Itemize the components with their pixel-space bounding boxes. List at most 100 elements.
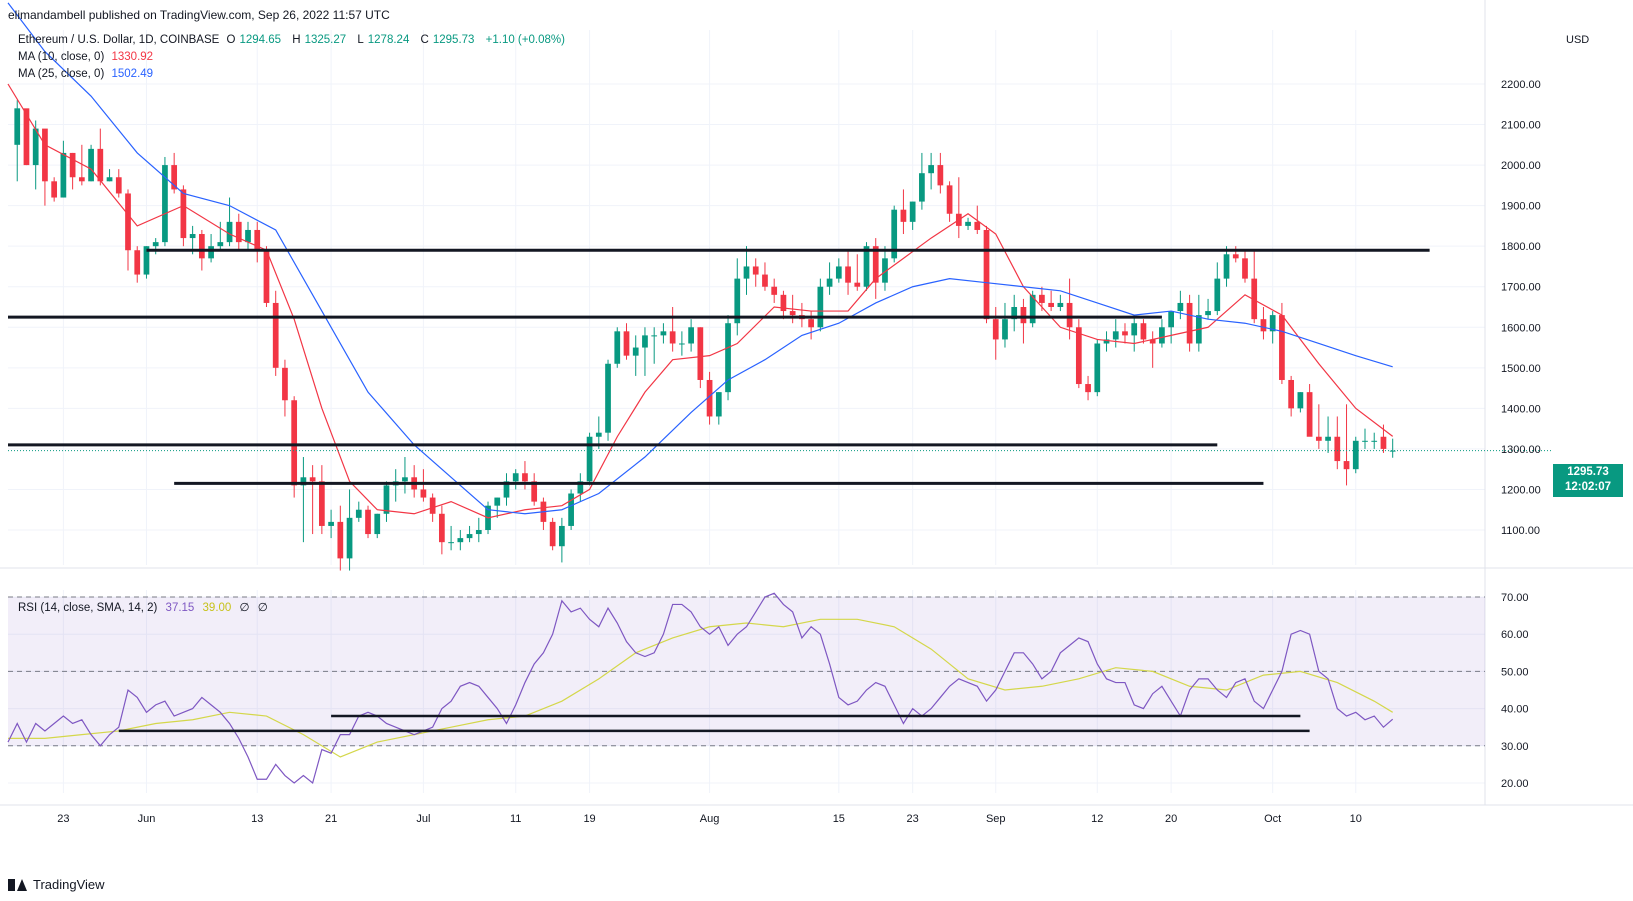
candle-body	[42, 128, 48, 182]
candle-body	[14, 108, 21, 145]
candle-body	[217, 242, 224, 247]
candle	[614, 327, 621, 368]
candle-body	[706, 379, 713, 417]
candle	[355, 501, 362, 522]
candle-body	[1039, 294, 1045, 303]
candle-body	[1334, 436, 1341, 462]
candle	[540, 497, 547, 530]
candle-body	[448, 542, 454, 544]
time-axis-label: Aug	[700, 813, 720, 825]
candle	[559, 517, 565, 563]
candle-body	[1020, 307, 1027, 324]
change-value: +1.10 (+0.08%)	[485, 34, 565, 46]
candle-body	[808, 319, 814, 328]
candle	[466, 525, 473, 543]
open-label: O	[226, 34, 236, 46]
candle-body	[586, 436, 593, 482]
candle-body	[651, 335, 658, 337]
candle	[688, 319, 694, 352]
candle	[642, 327, 648, 376]
rsi-axis-label: 70.00	[1501, 592, 1529, 604]
high-value: 1325.27	[304, 34, 347, 46]
candle-body	[1122, 331, 1128, 336]
price-axis-label: 1300.00	[1501, 444, 1541, 456]
candle	[1159, 319, 1165, 348]
candle	[771, 278, 778, 303]
candle-body	[780, 294, 787, 312]
candle	[88, 144, 94, 182]
candle	[235, 213, 242, 251]
candle	[900, 189, 907, 235]
ma10-value: 1330.92	[111, 51, 154, 63]
candle	[835, 258, 842, 283]
candle-body	[494, 497, 501, 506]
candle-body	[1002, 319, 1008, 340]
candle-body	[1140, 323, 1147, 340]
candle	[1325, 416, 1331, 453]
candle-body	[891, 209, 898, 259]
candle-body	[51, 181, 58, 198]
price-axis-label: 2100.00	[1501, 120, 1541, 132]
candle	[605, 359, 611, 441]
price-axis-label: 1400.00	[1501, 403, 1541, 415]
candle	[1260, 307, 1267, 340]
candle-body	[346, 517, 353, 559]
rsi-axis-label: 20.00	[1501, 778, 1529, 790]
candle	[965, 217, 971, 230]
candle	[503, 473, 510, 506]
candle-body	[383, 485, 390, 514]
candle	[780, 290, 787, 320]
candle-body	[734, 278, 741, 324]
candle	[23, 108, 30, 166]
symbol-legend[interactable]: Ethereum / U.S. Dollar, 1D, COINBASE O 12…	[18, 34, 569, 46]
candle	[568, 489, 574, 530]
rsi-legend[interactable]: RSI (14, close, SMA, 14, 2) 37.15 39.00 …	[18, 600, 273, 614]
time-axis-label: Sep	[986, 813, 1006, 825]
candle	[983, 225, 990, 324]
candle-body	[171, 165, 178, 190]
ma25-legend[interactable]: MA (25, close, 0) 1502.49	[18, 68, 157, 80]
candle-body	[522, 473, 528, 482]
candle	[78, 144, 85, 186]
ma10-legend[interactable]: MA (10, close, 0) 1330.92	[18, 51, 157, 63]
candle-body	[402, 477, 408, 482]
candle-body	[1362, 440, 1368, 442]
candle-body	[162, 165, 168, 243]
candle-body	[254, 229, 261, 251]
candle-body	[1297, 392, 1304, 409]
candle	[383, 481, 390, 522]
candle	[826, 262, 833, 295]
candle-body	[198, 234, 205, 259]
candle	[937, 152, 944, 194]
candle	[872, 238, 879, 299]
candle	[374, 513, 381, 539]
rsi-sma-value: 39.00	[202, 602, 232, 614]
candle	[725, 315, 731, 401]
candle-body	[328, 521, 334, 526]
candle-body	[1288, 379, 1295, 409]
time-axis-label: 15	[833, 813, 845, 825]
candle-body	[180, 189, 187, 239]
candle-body	[309, 477, 316, 482]
candle-body	[937, 165, 944, 186]
candle	[928, 152, 934, 190]
candle-body	[605, 363, 611, 433]
candle-body	[1075, 327, 1082, 385]
tradingview-logo-icon	[8, 878, 28, 891]
candle	[1186, 294, 1193, 352]
candle-body	[272, 302, 279, 368]
footer[interactable]: TradingView	[8, 877, 105, 892]
ma25-line	[7, 2, 1393, 515]
candle-body	[152, 242, 159, 247]
candle-body	[1048, 302, 1054, 307]
candle	[955, 177, 962, 239]
candle	[152, 238, 159, 255]
candle-body	[1011, 307, 1018, 320]
candle-body	[365, 509, 371, 535]
candle-body	[1029, 294, 1036, 324]
candle	[457, 530, 464, 551]
candle	[402, 457, 408, 494]
candle-body	[1214, 278, 1221, 312]
candle-body	[577, 481, 584, 494]
